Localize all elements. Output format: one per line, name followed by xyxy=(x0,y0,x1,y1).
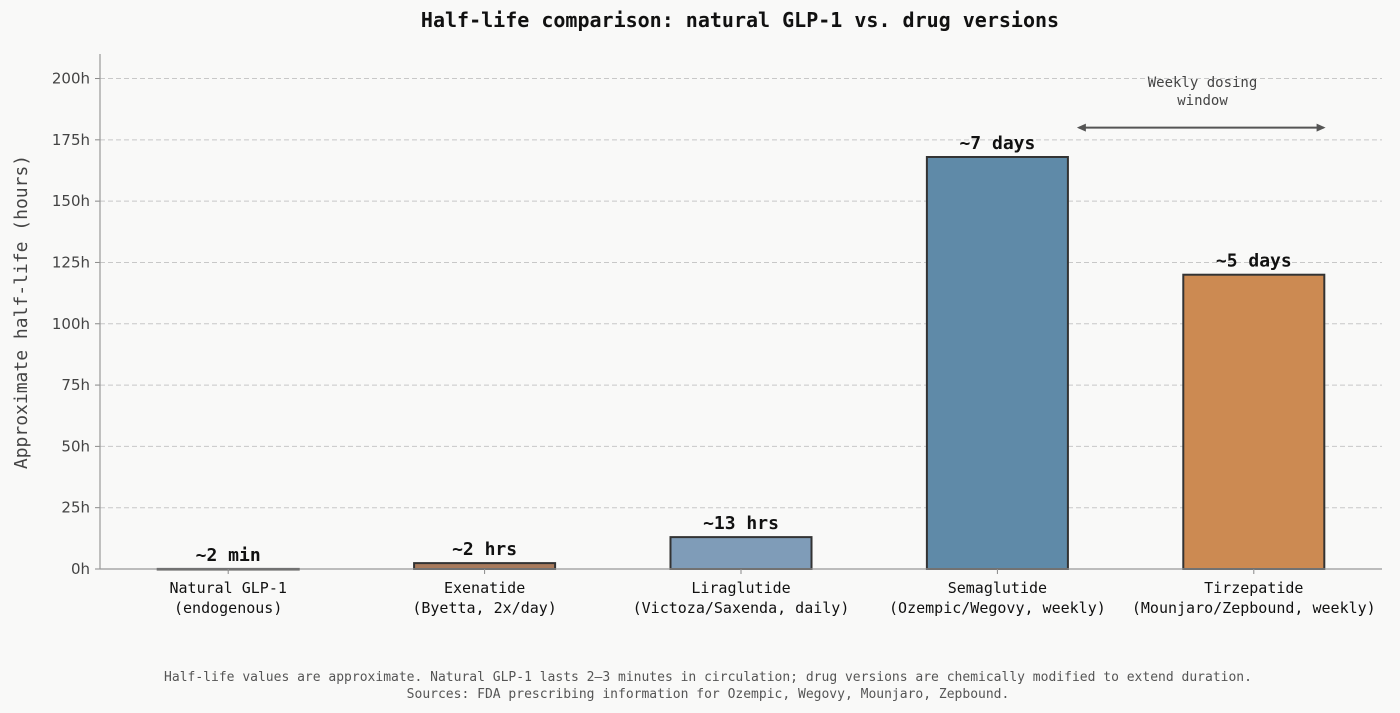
arrow-head-right-icon xyxy=(1316,123,1326,132)
bar xyxy=(925,156,1069,570)
x-tick-label-sub: (Victoza/Saxenda, daily) xyxy=(633,599,850,617)
y-axis-label: Approximate half-life (hours) xyxy=(11,155,32,469)
y-tick-label: 25h xyxy=(61,499,90,517)
x-tick-label: Exenatide xyxy=(444,579,525,597)
data-label: ~2 hrs xyxy=(452,539,517,560)
arrow-head-left-icon xyxy=(1076,123,1086,132)
y-tick-label: 75h xyxy=(61,376,90,394)
data-label: ~2 min xyxy=(196,545,261,566)
bar xyxy=(413,562,557,570)
x-tick-label-sub: (endogenous) xyxy=(174,599,282,617)
y-tick-label: 100h xyxy=(52,315,90,333)
x-tick-label: Liraglutide xyxy=(691,579,790,597)
labels: 0h 25h 50h 75h 100h 125h 150h 175h 200h ~2 min Nat… xyxy=(52,70,1376,617)
y-tick-label: 200h xyxy=(52,70,90,88)
chart-title: Half-life comparison: natural GLP-1 vs. … xyxy=(421,8,1059,32)
bar xyxy=(1182,273,1326,570)
bars xyxy=(156,156,1326,571)
x-tick-label: Semaglutide xyxy=(948,579,1047,597)
x-tick-label: Tirzepatide xyxy=(1204,579,1303,597)
x-tick-label: Natural GLP-1 xyxy=(169,579,286,597)
y-tick-label: 175h xyxy=(52,131,90,149)
gridlines xyxy=(100,78,1382,509)
y-tick-label: 150h xyxy=(52,192,90,210)
x-tick-label-sub: (Mounjaro/Zepbound, weekly) xyxy=(1132,599,1376,617)
footnote-line-1: Half-life values are approximate. Natura… xyxy=(164,670,1252,685)
x-tick-label-sub: (Byetta, 2x/day) xyxy=(412,599,557,617)
axes xyxy=(95,54,1382,574)
y-tick-label: 50h xyxy=(61,437,90,455)
y-tick-label: 0h xyxy=(71,560,90,578)
y-tick-label: 125h xyxy=(52,253,90,271)
bar xyxy=(669,536,813,570)
annotation-text: Weekly dosing xyxy=(1148,75,1258,91)
annotation-text: window xyxy=(1177,93,1228,109)
data-label: ~13 hrs xyxy=(703,513,779,534)
x-tick-label-sub: (Ozempic/Wegovy, weekly) xyxy=(889,599,1106,617)
footnote-line-2: Sources: FDA prescribing information for… xyxy=(407,687,1010,702)
data-label: ~5 days xyxy=(1216,251,1292,272)
data-label: ~7 days xyxy=(959,133,1035,154)
